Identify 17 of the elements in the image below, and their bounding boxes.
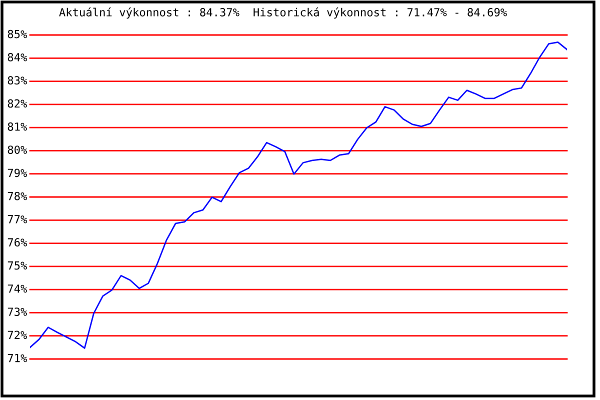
- y-tick-label: 81%: [8, 122, 28, 131]
- y-tick-label: 80%: [8, 146, 28, 154]
- y-tick-label: 73%: [8, 308, 28, 316]
- line-series: [30, 41, 567, 349]
- chart-title: Aktuální výkonnost : 84.37% Historická výkonnost : 71.47% - 84.69%: [59, 7, 507, 19]
- y-tick-label: 84%: [8, 52, 28, 62]
- y-tick-label: 85%: [8, 30, 28, 38]
- y-tick-label: 75%: [8, 261, 28, 270]
- y-tick-label: 71%: [8, 354, 28, 362]
- y-tick-label: 82%: [8, 99, 28, 108]
- y-tick-label: 77%: [8, 215, 28, 224]
- y-tick-label: 74%: [8, 284, 28, 293]
- y-tick-label: 72%: [8, 330, 28, 339]
- y-tick-label: 76%: [8, 238, 28, 247]
- y-tick-label: 78%: [8, 192, 28, 200]
- y-tick-label: 83%: [8, 76, 28, 85]
- y-tick-label: 79%: [8, 168, 28, 178]
